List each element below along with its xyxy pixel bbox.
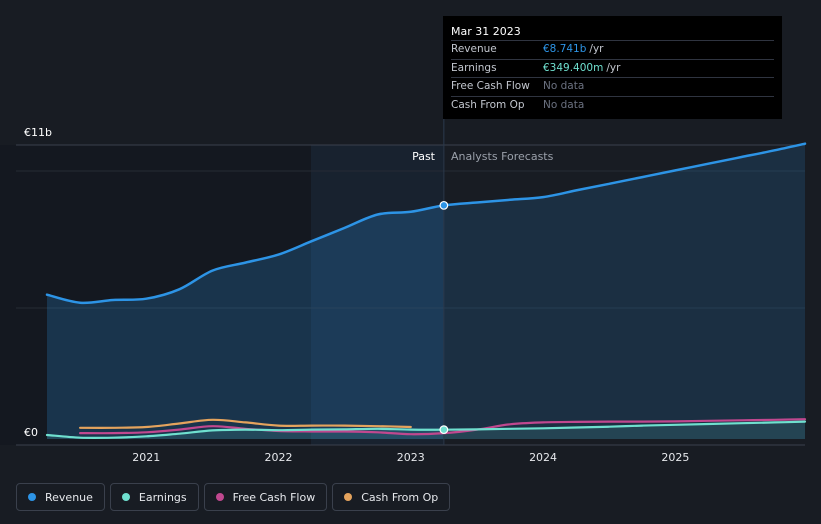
revenue-area xyxy=(47,143,805,439)
forecast-label: Analysts Forecasts xyxy=(451,150,554,163)
cash-from-op-dot-icon xyxy=(344,493,353,501)
earnings-dot-icon xyxy=(121,493,130,501)
x-tick-label: 2023 xyxy=(397,451,425,464)
past-label: Past xyxy=(412,150,436,163)
legend-item-free-cash-flow[interactable]: Free Cash Flow xyxy=(203,483,328,511)
tooltip-label: Earnings xyxy=(451,61,497,74)
revenue-dot-icon xyxy=(28,493,36,501)
legend-label: Free Cash Flow xyxy=(232,490,316,504)
legend: Revenue Earnings Free Cash Flow Cash Fro… xyxy=(16,483,455,511)
tooltip-value: No data xyxy=(543,98,585,111)
tooltip-row-revenue: Revenue €8.741b /yr xyxy=(451,40,774,59)
x-tick-label: 2022 xyxy=(265,451,293,464)
x-tick-label: 2021 xyxy=(132,451,160,464)
legend-item-cash-from-op[interactable]: Cash From Op xyxy=(332,483,451,511)
tooltip-label: Revenue xyxy=(451,43,497,55)
x-tick-label: 2024 xyxy=(529,451,557,464)
revenue-area-past xyxy=(47,205,444,439)
tooltip-value: €8.741b xyxy=(543,43,587,55)
tooltip-row-cash-from-op: Cash From Op No data xyxy=(451,95,774,115)
legend-label: Revenue xyxy=(45,490,93,504)
tooltip-value: €349.400m xyxy=(543,61,604,74)
past-highlight-band xyxy=(311,145,443,445)
x-tick-label: 2025 xyxy=(661,451,689,464)
legend-item-earnings[interactable]: Earnings xyxy=(109,483,199,511)
tooltip-label: Free Cash Flow xyxy=(451,80,530,92)
tooltip-row-earnings: Earnings €349.400m /yr xyxy=(451,58,774,78)
tooltip-unit: /yr xyxy=(589,43,604,55)
marker-revenue[interactable] xyxy=(439,200,449,210)
legend-label: Cash From Op xyxy=(361,490,439,504)
tooltip: Mar 31 2023 Revenue €8.741b /yr Earnings… xyxy=(443,16,782,119)
tooltip-row-free-cash-flow: Free Cash Flow No data xyxy=(451,77,774,96)
y-label-top: €11b xyxy=(24,126,52,139)
tooltip-date: Mar 31 2023 xyxy=(451,25,521,38)
series-line-earnings xyxy=(45,420,807,440)
marker-earnings[interactable] xyxy=(439,425,449,435)
tooltip-value: No data xyxy=(543,80,585,92)
legend-label: Earnings xyxy=(138,490,187,504)
series-line-cash-from-op xyxy=(79,418,412,429)
tooltip-unit: /yr xyxy=(606,61,621,74)
tooltip-label: Cash From Op xyxy=(451,98,525,111)
y-label-bottom: €0 xyxy=(24,426,38,439)
series-line-revenue xyxy=(45,142,807,305)
free-cash-flow-dot-icon xyxy=(215,493,224,501)
legend-item-revenue[interactable]: Revenue xyxy=(16,483,105,511)
